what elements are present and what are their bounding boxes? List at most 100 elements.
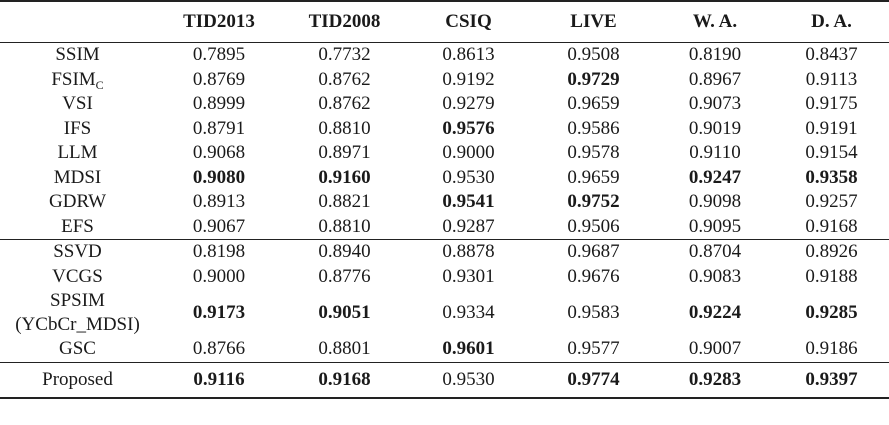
value-cell: 0.9110 xyxy=(689,142,741,164)
value-cell: 0.8878 xyxy=(442,241,495,263)
value-cell: 0.9752 xyxy=(567,191,620,213)
value-cell: 0.9687 xyxy=(567,241,620,263)
value-cell: 0.8769 xyxy=(192,68,246,90)
value-cell: 0.8762 xyxy=(318,93,371,115)
value-cell: 0.8704 xyxy=(688,241,742,263)
value-cell: 0.9774 xyxy=(567,368,620,390)
results-table: TID2013 TID2008 CSIQ LIVE W. A. D. A. SS… xyxy=(0,1,889,398)
method-name-cell: GSC xyxy=(0,337,155,362)
value-cell: 0.9073 xyxy=(688,93,742,115)
value-cell: 0.9358 xyxy=(805,166,858,188)
value-cell: 0.9019 xyxy=(688,117,742,139)
value-cell: 0.9188 xyxy=(805,265,858,287)
value-cell: 0.9506 xyxy=(567,215,620,237)
value-cell: 0.9095 xyxy=(688,215,742,237)
method-name: GSC xyxy=(59,338,96,360)
value-cell: 0.8810 xyxy=(318,215,371,237)
value-cell: 0.9577 xyxy=(567,338,620,360)
table-row: SSIM 0.7895 0.7732 0.8613 0.9508 0.8190 0.8437 xyxy=(0,43,889,68)
value-cell: 0.8190 xyxy=(688,44,742,66)
method-subscript: C xyxy=(95,77,104,92)
value-cell: 0.9541 xyxy=(442,191,495,213)
value-cell: 0.9175 xyxy=(805,93,858,115)
value-cell: 0.8913 xyxy=(192,191,246,213)
value-cell: 0.9080 xyxy=(192,166,246,188)
method-name: VSI xyxy=(62,93,93,115)
value-cell: 0.8613 xyxy=(442,44,495,66)
value-cell: 0.9601 xyxy=(442,338,495,360)
value-cell: 0.9154 xyxy=(805,142,858,164)
table-row: SPSIM (YCbCr_MDSI) 0.9173 0.9051 0.9334 0.958… xyxy=(0,289,889,337)
value-cell: 0.9508 xyxy=(567,44,620,66)
header-cell: TID2008 xyxy=(308,11,381,32)
value-cell: 0.9676 xyxy=(567,265,620,287)
table-row: MDSI 0.9080 0.9160 0.9530 0.9659 0.9247 0.9358 xyxy=(0,166,889,191)
method-name: IFS xyxy=(63,117,92,139)
value-cell: 0.9283 xyxy=(688,368,742,390)
table-row: LLM 0.9068 0.8971 0.9000 0.9578 0.9110 0.9154 xyxy=(0,141,889,166)
header-row: TID2013 TID2008 CSIQ LIVE W. A. D. A. xyxy=(0,1,889,43)
value-cell: 0.8437 xyxy=(805,44,858,66)
table-group-proposed: Proposed 0.9116 0.9168 0.9530 0.9774 0.9283 0.… xyxy=(0,362,889,398)
value-cell: 0.9191 xyxy=(805,117,858,139)
value-cell: 0.7895 xyxy=(192,44,246,66)
method-name: GDRW xyxy=(49,191,106,213)
method-name: SSIM xyxy=(55,44,100,66)
value-cell: 0.9530 xyxy=(442,166,495,188)
value-cell: 0.9583 xyxy=(567,302,620,323)
header-cell: W. A. xyxy=(692,11,738,32)
method-name-cell: SSIM xyxy=(0,43,155,68)
value-cell: 0.9000 xyxy=(192,265,246,287)
method-name-cell: IFS xyxy=(0,117,155,142)
method-name-cell: VSI xyxy=(0,92,155,117)
value-cell: 0.9301 xyxy=(442,265,495,287)
value-cell: 0.9186 xyxy=(805,338,858,360)
value-cell: 0.8791 xyxy=(192,117,246,139)
value-cell: 0.9192 xyxy=(442,68,495,90)
value-cell: 0.8971 xyxy=(318,142,371,164)
table-row: SSVD 0.8198 0.8940 0.8878 0.9687 0.8704 0.8926 xyxy=(0,240,889,265)
method-name-cell: LLM xyxy=(0,141,155,166)
value-cell: 0.9287 xyxy=(442,215,495,237)
method-name: VCGS xyxy=(52,265,103,287)
value-cell: 0.8766 xyxy=(192,338,246,360)
header-cell xyxy=(0,1,155,43)
table-row: Proposed 0.9116 0.9168 0.9530 0.9774 0.9283 0.… xyxy=(0,362,889,398)
value-cell: 0.9068 xyxy=(192,142,246,164)
value-cell: 0.9116 xyxy=(193,368,245,390)
value-cell: 0.9168 xyxy=(318,368,371,390)
value-cell: 0.8810 xyxy=(318,117,371,139)
method-name-cell: FSIMC xyxy=(0,68,155,93)
header-cell: D. A. xyxy=(811,11,852,32)
value-cell: 0.9729 xyxy=(567,68,620,90)
method-name-line2: (YCbCr_MDSI) xyxy=(15,314,140,335)
value-cell: 0.8776 xyxy=(318,265,371,287)
value-cell: 0.8940 xyxy=(318,241,371,263)
table-row: VSI 0.8999 0.8762 0.9279 0.9659 0.9073 0.9175 xyxy=(0,92,889,117)
method-name-cell: MDSI xyxy=(0,166,155,191)
value-cell: 0.9530 xyxy=(442,368,495,390)
value-cell: 0.9000 xyxy=(442,142,495,164)
value-cell: 0.9083 xyxy=(688,265,742,287)
method-name: FSIM xyxy=(51,68,96,90)
value-cell: 0.8801 xyxy=(318,338,371,360)
value-cell: 0.9173 xyxy=(192,302,246,323)
table-row: FSIMC 0.8769 0.8762 0.9192 0.9729 0.8967 0.911… xyxy=(0,68,889,93)
value-cell: 0.9285 xyxy=(805,302,858,323)
value-cell: 0.9007 xyxy=(688,338,742,360)
header-cell: TID2013 xyxy=(183,11,255,32)
method-name-cell: EFS xyxy=(0,215,155,240)
method-name: SSVD xyxy=(53,241,102,263)
method-name-cell: VCGS xyxy=(0,265,155,290)
value-cell: 0.9397 xyxy=(805,368,858,390)
value-cell: 0.7732 xyxy=(318,44,371,66)
value-cell: 0.8198 xyxy=(192,241,246,263)
value-cell: 0.9168 xyxy=(805,215,858,237)
table-row: VCGS 0.9000 0.8776 0.9301 0.9676 0.9083 0.9188 xyxy=(0,265,889,290)
value-cell: 0.8926 xyxy=(805,241,858,263)
method-name: Proposed xyxy=(42,368,113,390)
value-cell: 0.9659 xyxy=(567,166,620,188)
value-cell: 0.9247 xyxy=(688,166,742,188)
value-cell: 0.9160 xyxy=(318,166,371,188)
table-group-classic: SSIM 0.7895 0.7732 0.8613 0.9508 0.8190 0.8437… xyxy=(0,43,889,240)
